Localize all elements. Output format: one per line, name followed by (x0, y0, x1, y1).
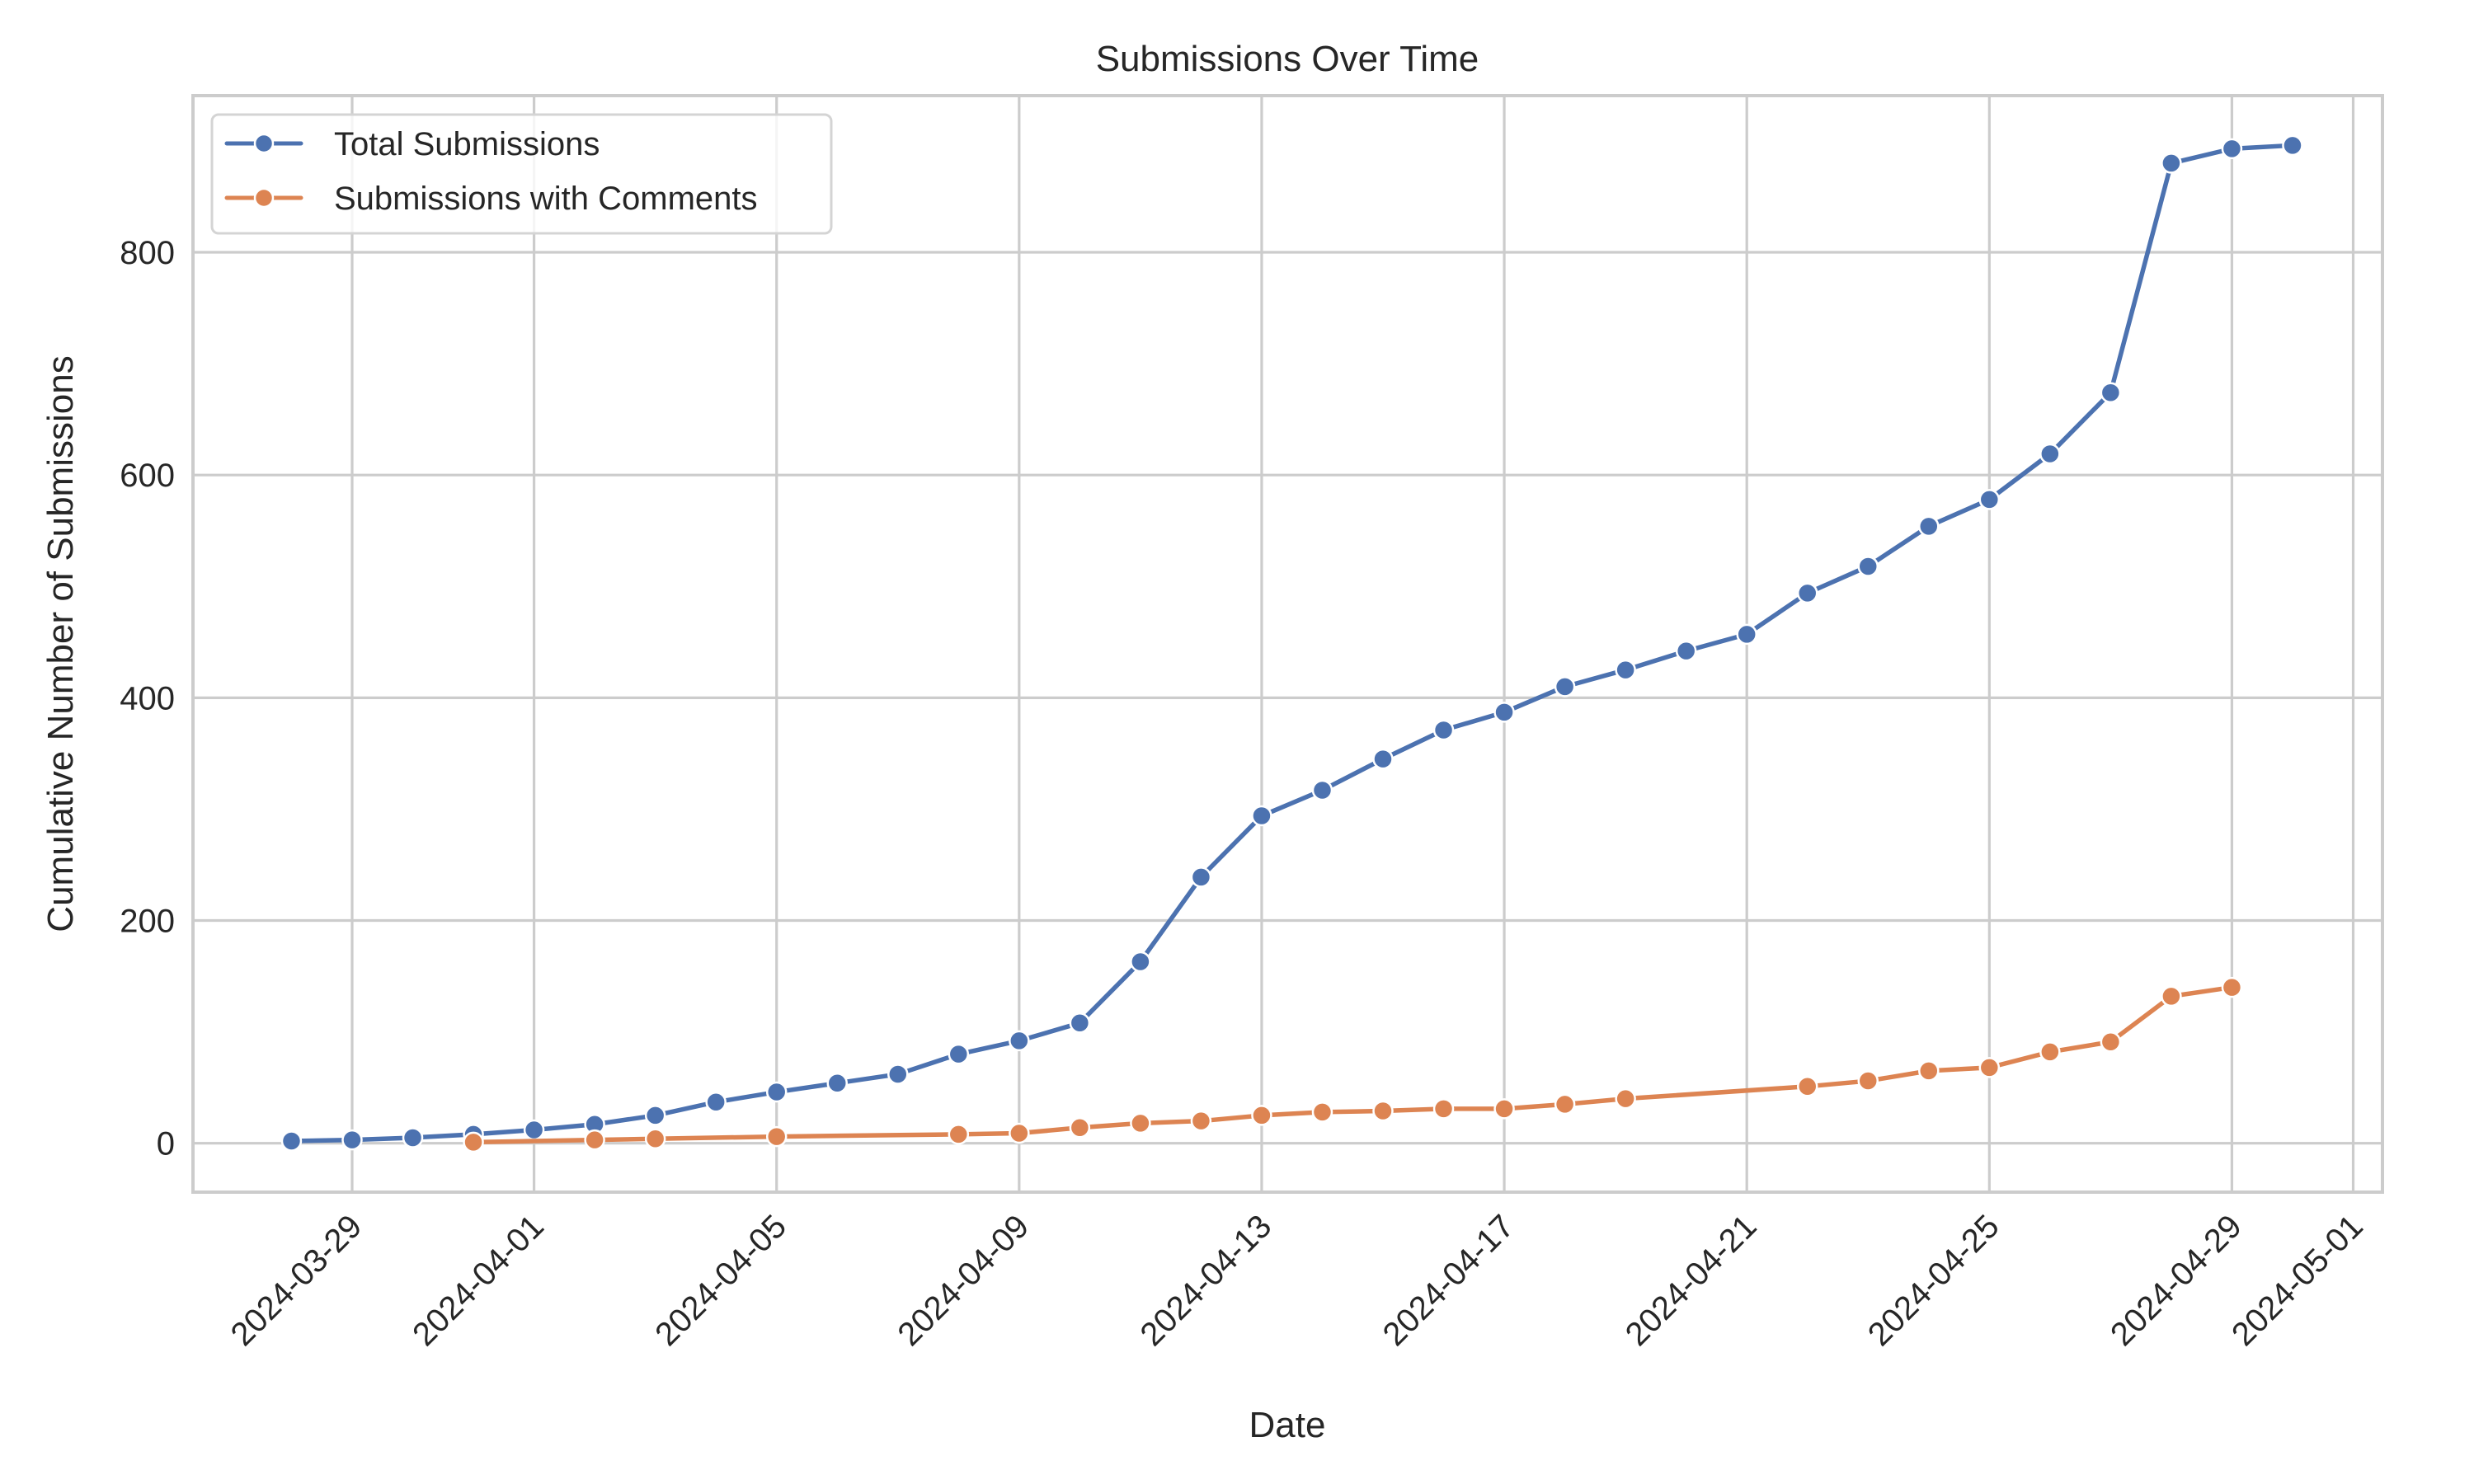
x-tick-label: 2024-04-21 (1619, 1208, 1764, 1353)
data-point-marker (1372, 748, 1394, 770)
x-tick-label: 2024-04-17 (1376, 1208, 1522, 1353)
series-total-submissions (280, 134, 2303, 1152)
x-tick-label: 2024-04-09 (891, 1208, 1036, 1353)
data-point-marker (1736, 623, 1757, 646)
data-point-marker (2282, 134, 2303, 157)
legend-marker-icon (253, 133, 275, 154)
data-point-marker (1918, 1060, 1940, 1082)
x-axis-label: Date (1249, 1405, 1326, 1445)
x-tick-label: 2024-05-01 (2225, 1208, 2370, 1353)
data-point-marker (948, 1124, 970, 1145)
legend-box (210, 113, 833, 235)
x-tick-label: 2024-04-13 (1134, 1208, 1279, 1353)
data-point-marker (1675, 640, 1697, 662)
y-tick-label: 0 (157, 1126, 175, 1162)
y-tick-label: 200 (120, 904, 175, 940)
data-point-marker (705, 1091, 727, 1113)
data-point-marker (2100, 382, 2122, 403)
x-tick-label: 2024-04-05 (648, 1208, 793, 1353)
series-line (289, 143, 2295, 1144)
data-point-marker (2221, 976, 2243, 998)
data-point-marker (1251, 1105, 1272, 1126)
data-point-marker (1918, 515, 1940, 538)
data-point-marker (463, 1131, 484, 1153)
x-tick-label: 2024-03-29 (224, 1208, 369, 1353)
data-point-marker (948, 1043, 970, 1065)
data-point-marker (1432, 719, 1455, 741)
data-point-marker (1190, 1110, 1212, 1132)
series-line (471, 984, 2235, 1145)
data-point-marker (887, 1064, 909, 1085)
data-point-marker (1857, 1070, 1879, 1092)
y-axis-ticks: 0 200 400 600 800 (120, 235, 175, 1162)
data-point-marker (765, 1125, 788, 1148)
data-point-marker (280, 1130, 303, 1152)
chart-title: Submissions Over Time (1096, 39, 1479, 79)
plot-area (280, 134, 2303, 1153)
data-point-marker (1190, 866, 1212, 888)
data-point-marker (1311, 1101, 1333, 1123)
y-axis-label: Cumulative Number of Submissions (40, 355, 81, 932)
y-tick-label: 800 (120, 235, 175, 271)
data-point-marker (2161, 985, 2182, 1007)
data-point-marker (644, 1128, 666, 1150)
data-point-marker (1009, 1122, 1030, 1144)
data-point-marker (765, 1081, 788, 1103)
data-point-marker (523, 1119, 545, 1141)
data-point-marker (1311, 779, 1333, 801)
legend-label-comments: Submissions with Comments (334, 181, 758, 217)
data-point-marker (1069, 1117, 1091, 1139)
data-point-marker (1493, 1098, 1515, 1120)
data-point-marker (1796, 582, 1818, 604)
data-point-marker (1493, 702, 1515, 723)
data-point-marker (1615, 659, 1636, 681)
data-point-marker (1251, 805, 1272, 827)
x-axis-ticks: 2024-03-29 2024-04-01 2024-04-05 2024-04-09… (224, 1208, 2370, 1353)
data-point-marker (1009, 1030, 1030, 1052)
y-tick-label: 400 (120, 680, 175, 716)
gridlines (193, 96, 2382, 1192)
series-submissions-with-comments (463, 976, 2243, 1153)
data-point-marker (1857, 556, 1879, 577)
data-point-marker (1978, 1057, 2001, 1078)
legend-item-comments: Submissions with Comments (224, 181, 758, 217)
x-tick-label: 2024-04-25 (1861, 1208, 2006, 1353)
axes-frame (191, 94, 2384, 1194)
data-point-marker (1554, 676, 1576, 697)
data-point-marker (1615, 1087, 1636, 1110)
data-point-marker (1130, 951, 1151, 973)
data-point-marker (2039, 1041, 2061, 1063)
data-point-marker (341, 1129, 363, 1151)
data-point-marker (2039, 443, 2061, 465)
data-point-marker (2161, 153, 2182, 174)
data-point-marker (1554, 1093, 1576, 1115)
x-tick-label: 2024-04-29 (2104, 1208, 2249, 1353)
data-point-marker (1372, 1100, 1394, 1122)
data-point-marker (402, 1127, 424, 1148)
data-point-marker (644, 1105, 666, 1126)
data-point-marker (1978, 489, 2001, 510)
legend-label-total: Total Submissions (334, 126, 600, 162)
data-point-marker (1069, 1012, 1091, 1034)
data-point-marker (1432, 1098, 1455, 1120)
legend-item-total: Total Submissions (224, 126, 600, 162)
x-tick-label: 2024-04-01 (406, 1208, 551, 1353)
data-point-marker (2100, 1031, 2122, 1053)
y-tick-label: 600 (120, 458, 175, 494)
legend-marker-icon (253, 187, 275, 209)
legend: Total Submissions Submissions with Comme… (210, 113, 833, 235)
data-point-marker (1130, 1112, 1151, 1134)
data-point-marker (826, 1073, 848, 1094)
data-point-marker (2221, 138, 2243, 160)
data-point-marker (584, 1129, 605, 1151)
data-point-marker (1796, 1076, 1818, 1097)
